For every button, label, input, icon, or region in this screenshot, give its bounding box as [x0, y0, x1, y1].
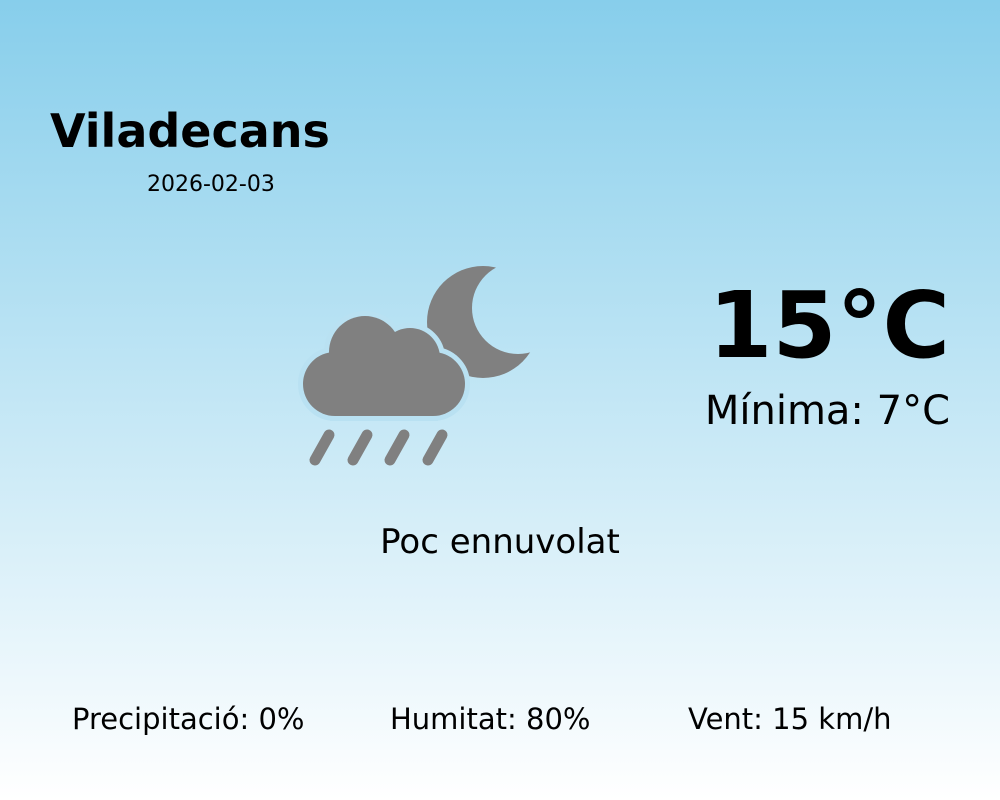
weather-description: Poc ennuvolat [380, 522, 620, 562]
moon-icon [427, 266, 539, 378]
rain-drops-icon [309, 429, 448, 466]
precipitation-stat: Precipitació: 0% [72, 702, 305, 736]
forecast-date: 2026-02-03 [147, 172, 275, 197]
minimum-temperature: Mínima: 7°C [704, 388, 950, 434]
humidity-stat: Humitat: 80% [390, 702, 591, 736]
current-temperature: 15°C [708, 272, 950, 379]
city-name: Viladecans [50, 104, 330, 158]
wind-stat: Vent: 15 km/h [688, 702, 892, 736]
cloud-rain-moon-icon [298, 266, 539, 466]
